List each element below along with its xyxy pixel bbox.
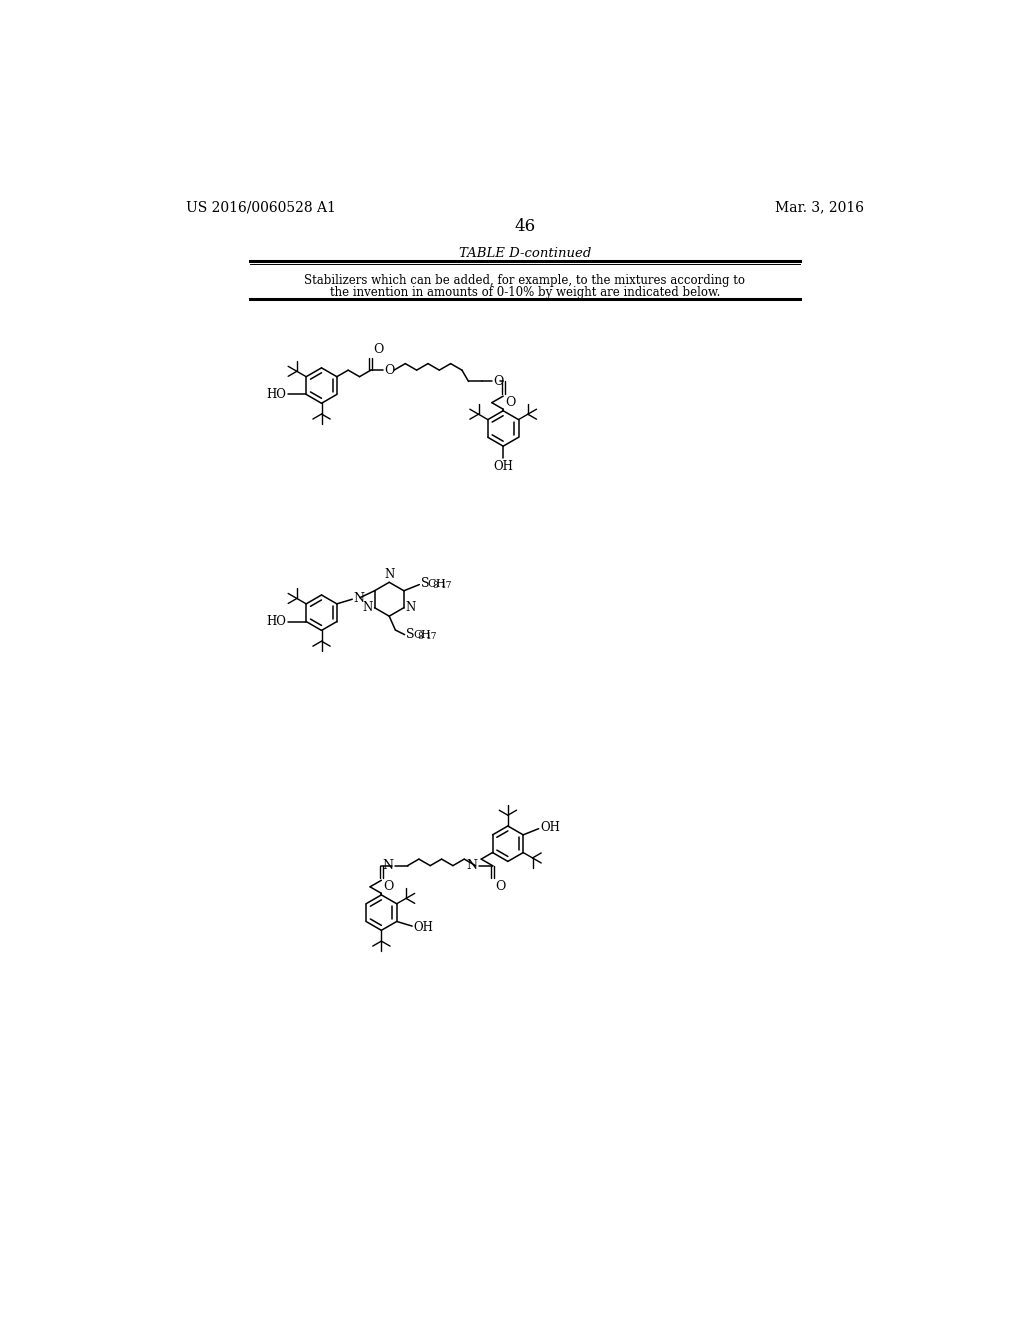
Text: TABLE D-continued: TABLE D-continued: [459, 247, 591, 260]
Text: N: N: [354, 591, 365, 605]
Text: HO: HO: [266, 615, 286, 628]
Text: OH: OH: [540, 821, 560, 834]
Text: S: S: [407, 628, 415, 642]
Text: O: O: [494, 375, 504, 388]
Text: OH: OH: [414, 921, 433, 935]
Text: N: N: [406, 601, 416, 614]
Text: H: H: [421, 630, 430, 640]
Text: S: S: [421, 577, 429, 590]
Text: HO: HO: [266, 388, 286, 401]
Text: O: O: [373, 343, 384, 356]
Text: US 2016/0060528 A1: US 2016/0060528 A1: [186, 201, 336, 215]
Text: the invention in amounts of 0-10% by weight are indicated below.: the invention in amounts of 0-10% by wei…: [330, 286, 720, 300]
Text: H: H: [435, 579, 445, 589]
Text: OH: OH: [494, 461, 513, 473]
Text: Stabilizers which can be added, for example, to the mixtures according to: Stabilizers which can be added, for exam…: [304, 275, 745, 286]
Text: Mar. 3, 2016: Mar. 3, 2016: [774, 201, 863, 215]
Text: O: O: [384, 879, 394, 892]
Text: O: O: [506, 396, 516, 409]
Text: O: O: [384, 363, 394, 376]
Text: N: N: [383, 859, 393, 873]
Text: 8: 8: [418, 632, 424, 640]
Text: N: N: [466, 859, 477, 873]
Text: O: O: [495, 879, 505, 892]
Text: C: C: [413, 630, 422, 640]
Text: N: N: [384, 568, 394, 581]
Text: 17: 17: [441, 581, 453, 590]
Text: N: N: [362, 601, 373, 614]
Text: 8: 8: [432, 581, 438, 590]
Text: C: C: [428, 579, 436, 589]
Text: 46: 46: [514, 218, 536, 235]
Text: 17: 17: [426, 632, 437, 640]
